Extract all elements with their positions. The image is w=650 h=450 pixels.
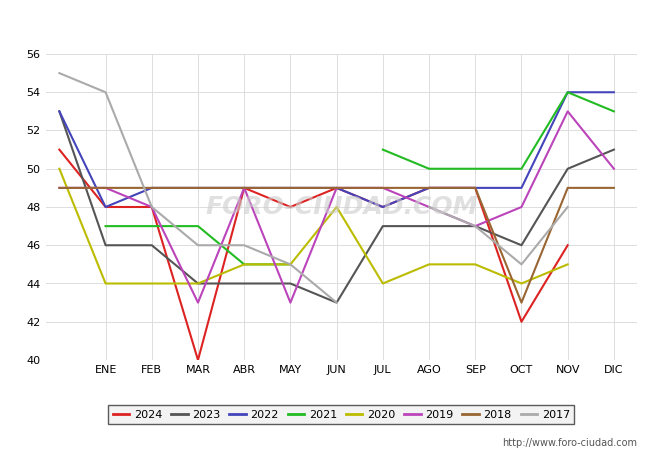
Text: FORO-CIUDAD.COM: FORO-CIUDAD.COM — [205, 195, 478, 219]
Legend: 2024, 2023, 2022, 2021, 2020, 2019, 2018, 2017: 2024, 2023, 2022, 2021, 2020, 2019, 2018… — [108, 405, 575, 424]
Text: http://www.foro-ciudad.com: http://www.foro-ciudad.com — [502, 438, 637, 448]
Text: Afiliados en Castrejón de Trabancos a 30/11/2024: Afiliados en Castrejón de Trabancos a 30… — [101, 12, 549, 28]
